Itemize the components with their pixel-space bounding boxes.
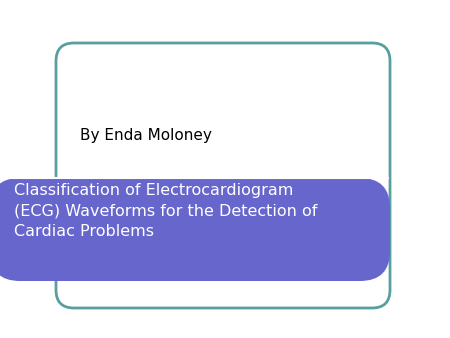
FancyBboxPatch shape: [0, 178, 390, 281]
Text: By Enda Moloney: By Enda Moloney: [80, 128, 212, 143]
FancyBboxPatch shape: [56, 43, 390, 308]
Text: Classification of Electrocardiogram
(ECG) Waveforms for the Detection of
Cardiac: Classification of Electrocardiogram (ECG…: [14, 183, 317, 239]
